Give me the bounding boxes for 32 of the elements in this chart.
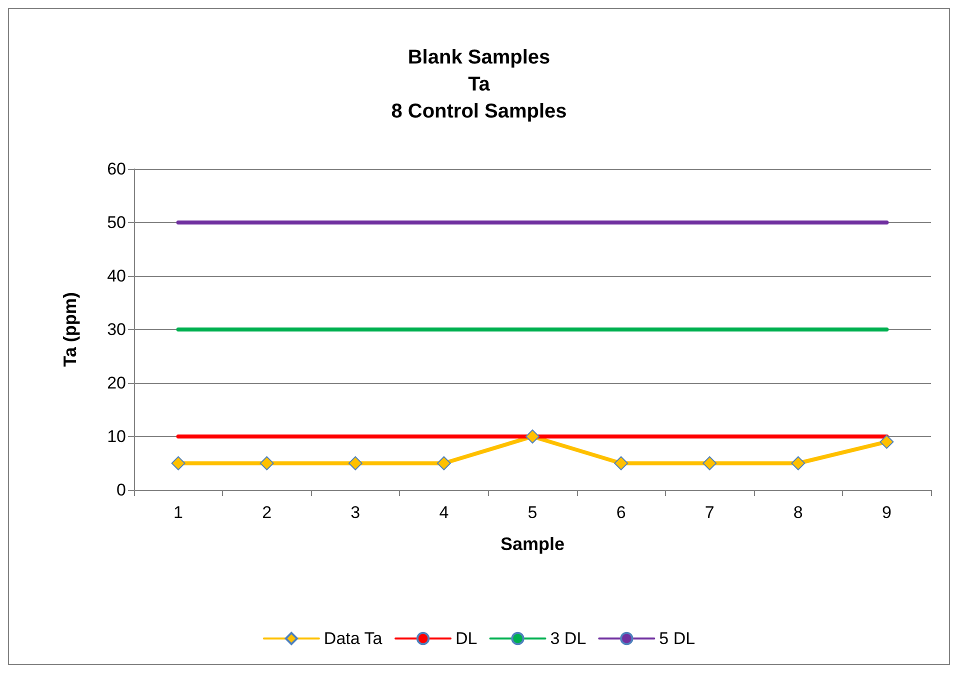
y-tick-label: 0 [116,480,126,500]
x-tick-label: 6 [616,503,626,522]
point [260,456,274,470]
point [436,456,451,470]
y-tick-label: 50 [107,213,126,232]
point [348,456,362,470]
x-tick-label: 4 [439,503,449,522]
y-tick-label: 10 [107,427,126,446]
legend-label: 3 DL [550,629,586,648]
x-tick-label: 9 [882,503,892,522]
x-axis-title: Sample [500,534,565,554]
x-tick-label: 5 [528,503,538,522]
y-tick-label: 40 [107,266,126,286]
y-tick-label: 60 [107,160,126,178]
y-tick-label: 20 [107,374,126,392]
x-tick-label: 8 [793,503,803,522]
chart-title: Blank Samples Ta 8 Control Samples [391,46,567,122]
point [171,456,186,470]
point [702,456,717,470]
x-tick-label: 3 [350,503,360,522]
legend-label: Data Ta [324,629,383,648]
y-tick-label: 30 [107,320,126,339]
legend-label: DL [456,629,478,648]
point [614,456,628,470]
x-tick-label: 7 [704,503,714,522]
x-tick-label: 2 [262,503,272,522]
legend-label: 5 DL [659,629,696,648]
point [791,456,806,470]
y-axis-title: Ta (ppm) [60,292,80,367]
point [880,434,894,449]
x-tick-label: 1 [174,503,184,522]
point [526,430,540,444]
